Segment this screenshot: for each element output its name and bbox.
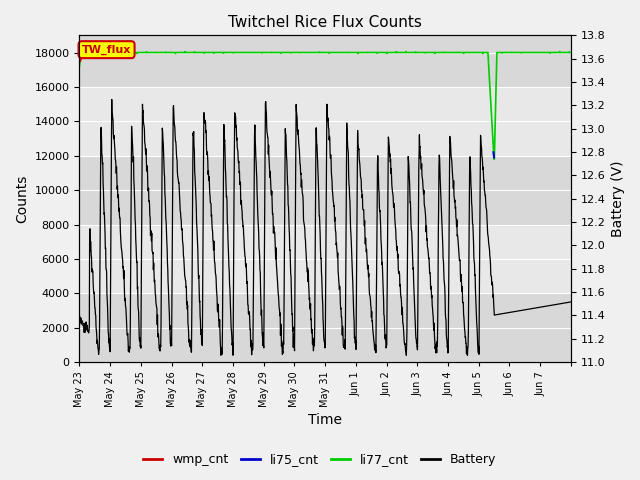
Bar: [79, 293, 571, 362]
Bar: [79, 225, 571, 293]
X-axis label: Time: Time: [308, 413, 342, 427]
Bar: [79, 87, 571, 156]
Title: Twitchel Rice Flux Counts: Twitchel Rice Flux Counts: [228, 15, 422, 30]
Text: TW_flux: TW_flux: [82, 45, 131, 55]
Y-axis label: Counts: Counts: [15, 175, 29, 223]
Bar: [79, 156, 571, 225]
Legend: wmp_cnt, li75_cnt, li77_cnt, Battery: wmp_cnt, li75_cnt, li77_cnt, Battery: [138, 448, 502, 471]
Bar: [79, 36, 571, 87]
Y-axis label: Battery (V): Battery (V): [611, 160, 625, 237]
